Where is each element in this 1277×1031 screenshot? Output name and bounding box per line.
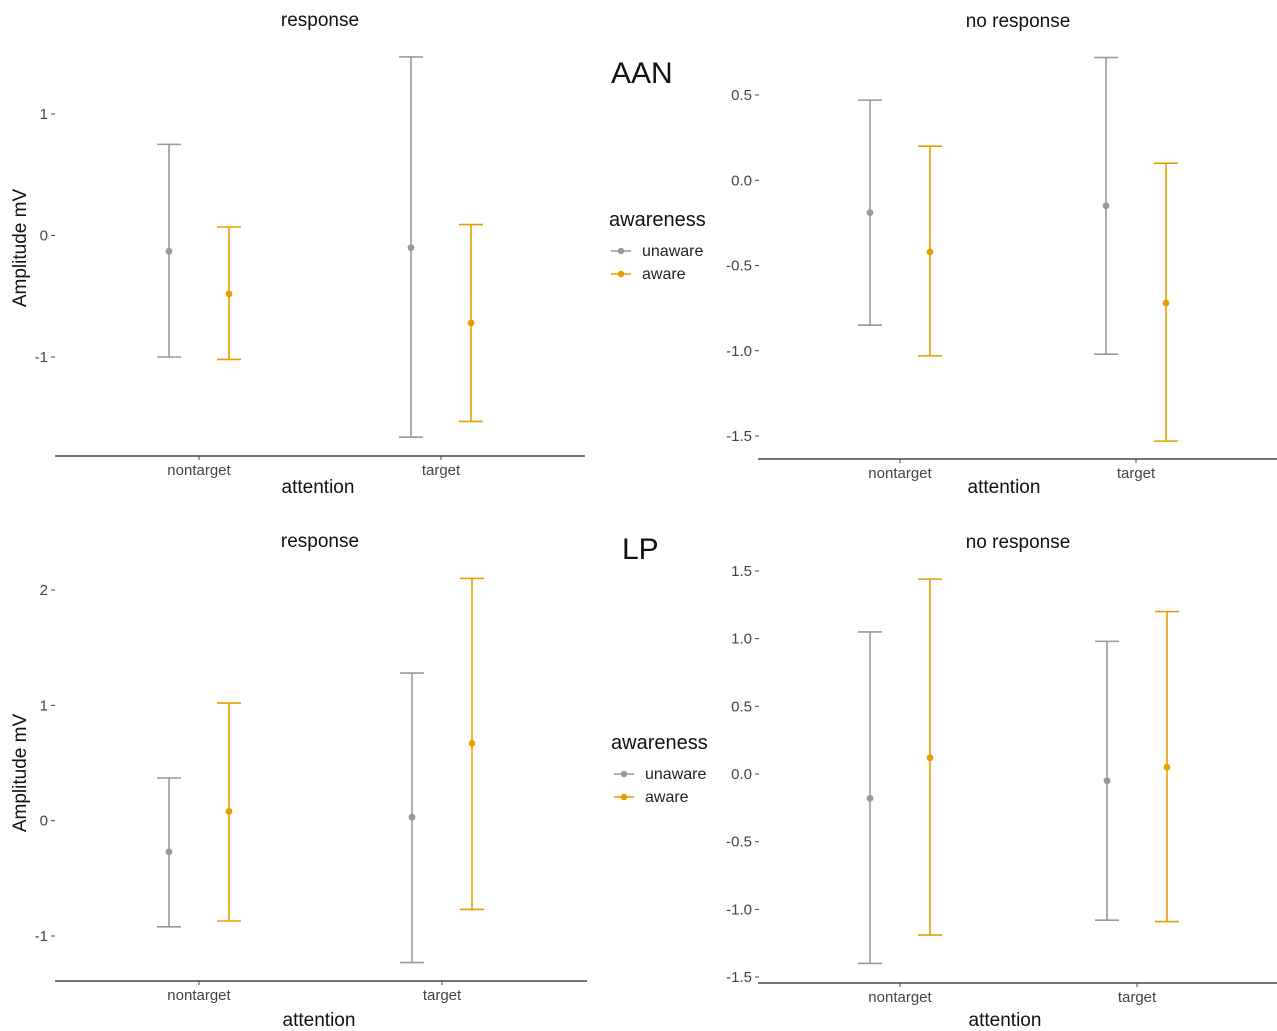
y-tick-label: 1.5 [731,563,752,580]
x-axis-title: attention [969,1010,1042,1031]
mean-point [866,794,874,802]
legend-label-unaware: unaware [645,766,706,783]
panel-lp-response: response 2 1 0 -1 nontarget target attention Amp… [10,531,587,1031]
errorbar-unaware-nontarget [157,143,181,358]
section-label-aan: AAN [611,57,673,90]
errorbar-unaware-target [400,672,424,964]
mean-point [926,248,934,256]
x-axis-title: attention [282,477,355,498]
y-axis-title: Amplitude mV [10,189,31,308]
y-tick-label: 2 [40,582,48,599]
legend-lp: awareness unaware aware [611,732,708,806]
legend-label-unaware: unaware [642,243,703,260]
section-label-lp: LP [622,533,659,566]
errorbar-unaware-nontarget [157,777,181,928]
errorbar-aware-nontarget [918,578,942,936]
errorbar-unaware-target [399,56,423,438]
panel-title: response [281,531,359,552]
y-tick-label: -0.5 [726,258,752,275]
y-tick-label: 0.0 [731,172,752,189]
mean-point [165,848,173,856]
x-tick-label: nontarget [167,987,231,1004]
mean-point [1103,777,1111,785]
x-axis-title: attention [968,477,1041,498]
legend-key-aware-dot [620,793,628,801]
mean-point [926,754,934,762]
mean-point [1162,299,1170,307]
panel-aan-no-response: no response 0.5 0.0 -0.5 -1.0 -1.5 nontarget ta… [726,11,1277,498]
errorbar-aware-nontarget [217,702,241,922]
y-tick-label: -0.5 [726,834,752,851]
y-tick-label: -1.0 [726,343,752,360]
y-tick-label: -1.5 [726,428,752,445]
errorbar-aware-nontarget [217,226,241,361]
x-tick-label: target [1118,989,1157,1006]
y-tick-label: -1 [35,928,48,945]
mean-point [407,244,415,252]
y-tick-label: -1 [35,349,48,366]
errorbar-aware-target [1154,162,1178,442]
legend-key-aware-dot [617,270,625,278]
panel-aan-response: response 1 0 -1 nontarget target attention Ampl… [10,10,585,498]
legend-key-unaware-dot [617,247,625,255]
y-tick-label: 1 [40,106,48,123]
mean-point [165,247,173,255]
y-axis-title: Amplitude mV [10,714,31,833]
errorbar-aware-target [460,577,484,911]
mean-point [225,808,233,815]
errorbar-unaware-target [1095,640,1119,921]
errorbar-unaware-nontarget [858,631,882,965]
legend-label-aware: aware [645,789,689,806]
y-tick-label: 0 [40,228,48,245]
y-tick-label: -1.5 [726,969,752,986]
mean-point [225,290,233,298]
errorbar-aware-nontarget [918,145,942,357]
errorbar-unaware-target [1094,56,1118,355]
legend-title: awareness [609,209,706,231]
y-tick-label: 0.5 [731,87,752,104]
panel-title: no response [966,532,1071,553]
y-tick-label: 1.0 [731,631,752,648]
x-tick-label: nontarget [167,462,231,479]
legend-aan: awareness unaware aware [609,209,706,283]
errorbar-aware-target [1155,610,1179,923]
mean-point [408,813,416,821]
x-axis-title: attention [283,1010,356,1031]
mean-point [1102,202,1110,210]
panel-lp-no-response: no response 1.5 1.0 0.5 0.0 -0.5 -1.0 -1.5 nonta… [726,532,1277,1031]
x-tick-label: target [422,462,461,479]
x-tick-label: target [423,987,462,1004]
x-tick-label: target [1117,465,1156,482]
mean-point [866,209,874,217]
mean-point [1163,763,1171,771]
y-tick-label: -1.0 [726,901,752,918]
legend-title: awareness [611,732,708,754]
mean-point [467,319,475,327]
errorbar-unaware-nontarget [858,99,882,326]
legend-label-aware: aware [642,266,686,283]
panel-title: no response [966,11,1071,32]
y-tick-label: 1 [40,697,48,714]
panels: response 1 0 -1 nontarget target attention Ampl… [10,10,1277,1031]
panel-title: response [281,10,359,31]
y-tick-label: 0 [40,813,48,830]
y-tick-label: 0.5 [731,698,752,715]
y-tick-label: 0.0 [731,766,752,783]
errorbar-aware-target [459,223,483,423]
mean-point [468,739,476,747]
x-tick-label: nontarget [868,989,932,1006]
legend-key-unaware-dot [620,770,628,778]
x-tick-label: nontarget [868,465,932,482]
